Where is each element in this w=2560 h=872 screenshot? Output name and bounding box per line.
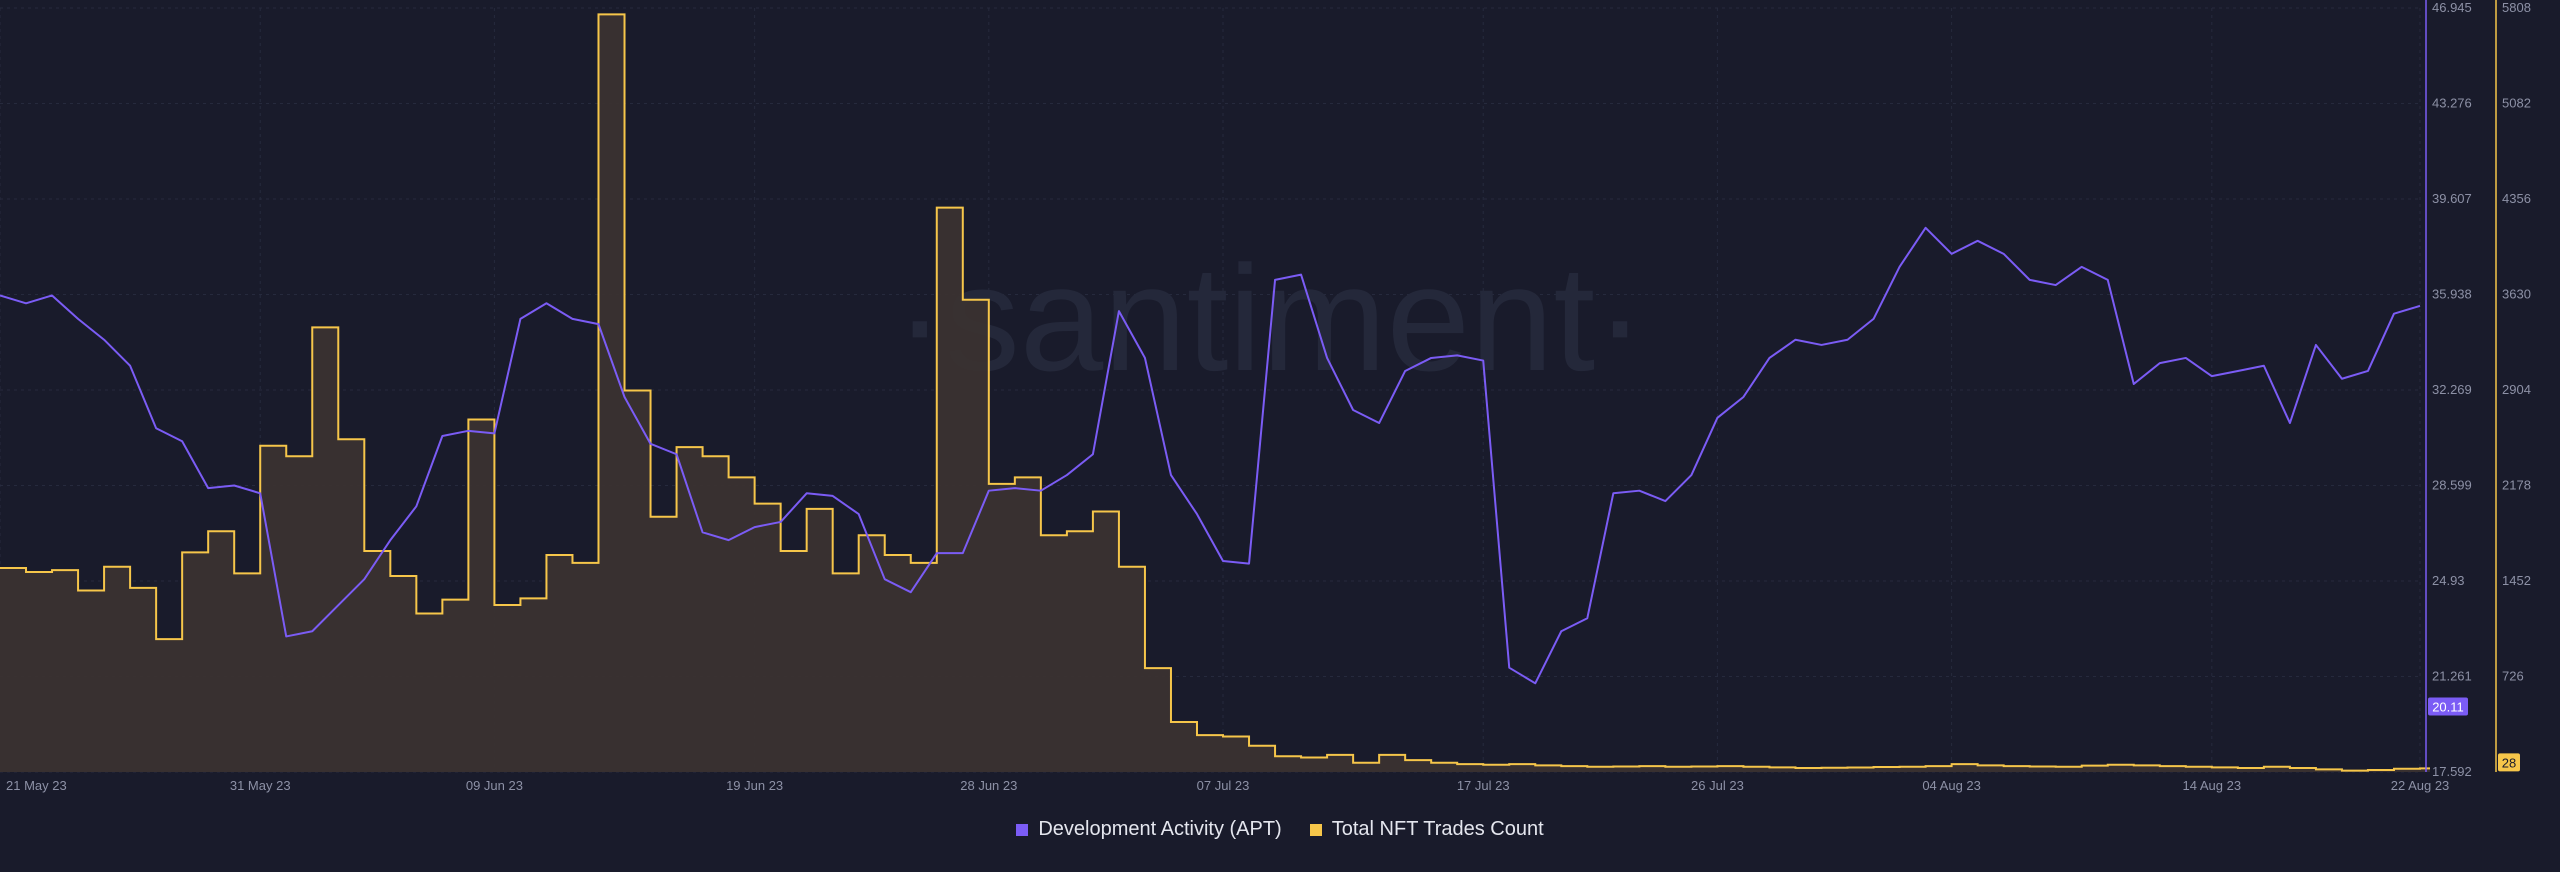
x-tick-label: 21 May 23 [6,778,67,793]
legend-item-development-activity[interactable]: Development Activity (APT) [1016,818,1282,841]
y-left-tick-label: 21.261 [2432,669,2472,684]
legend-swatch-nft-trades [1309,823,1322,836]
x-tick-label: 07 Jul 23 [1197,778,1250,793]
y-right-tick-label: 1452 [2502,573,2531,588]
y-left-tick-label: 28.599 [2432,478,2472,493]
x-tick-label: 04 Aug 23 [1922,778,1981,793]
nft-trades-area [0,14,2430,773]
y-left-tick-label: 43.276 [2432,95,2472,110]
nft-trades-series [0,13,2430,773]
nft-trades-value-label: 28 [2502,755,2516,770]
nft-trades-value-badge [2498,753,2520,772]
axes-layer: 21 May 23 31 May 23 09 Jun 23 19 Jun 23 28 J… [6,0,2531,793]
development-activity-series [0,226,2421,685]
y-left-tick-label: 24.93 [2432,573,2465,588]
y-right-tick-label: 5808 [2502,0,2531,15]
dev-activity-value-badge [2428,697,2468,716]
x-tick-label: 14 Aug 23 [2183,778,2242,793]
nft-trades-line [0,13,2430,772]
x-tick-label: 28 Jun 23 [960,778,1017,793]
legend: Development Activity (APT) Total NFT Tra… [0,818,2560,841]
x-tick-label: 17 Jul 23 [1457,778,1510,793]
y-left-tick-label: 35.938 [2432,286,2472,301]
legend-swatch-development-activity [1016,823,1029,836]
x-tick-label: 19 Jun 23 [726,778,783,793]
development-activity-line [0,226,2421,685]
y-right-tick-label: 4356 [2502,191,2531,206]
y-right-tick-label: 2178 [2502,478,2531,493]
x-tick-label: 22 Aug 23 [2391,778,2450,793]
dev-activity-value-label: 20.11 [2432,699,2464,714]
y-right-tick-label: 2904 [2502,382,2531,397]
x-tick-label: 31 May 23 [230,778,291,793]
y-left-tick-label: 46.945 [2432,0,2472,15]
x-tick-label: 26 Jul 23 [1691,778,1744,793]
x-tick-label: 09 Jun 23 [466,778,523,793]
y-right-tick-label: 3630 [2502,287,2531,302]
watermark: ·santiment· [895,234,1645,402]
legend-label-nft-trades: Total NFT Trades Count [1331,818,1544,840]
legend-item-nft-trades[interactable]: Total NFT Trades Count [1309,818,1544,841]
y-left-tick-label: 17.592 [2432,764,2472,779]
legend-label-development-activity: Development Activity (APT) [1038,818,1282,840]
y-left-tick-label: 32.269 [2432,382,2472,397]
y-right-tick-label: 5082 [2502,96,2531,111]
y-left-tick-label: 39.607 [2432,191,2472,206]
y-right-tick-label: 726 [2502,669,2524,684]
